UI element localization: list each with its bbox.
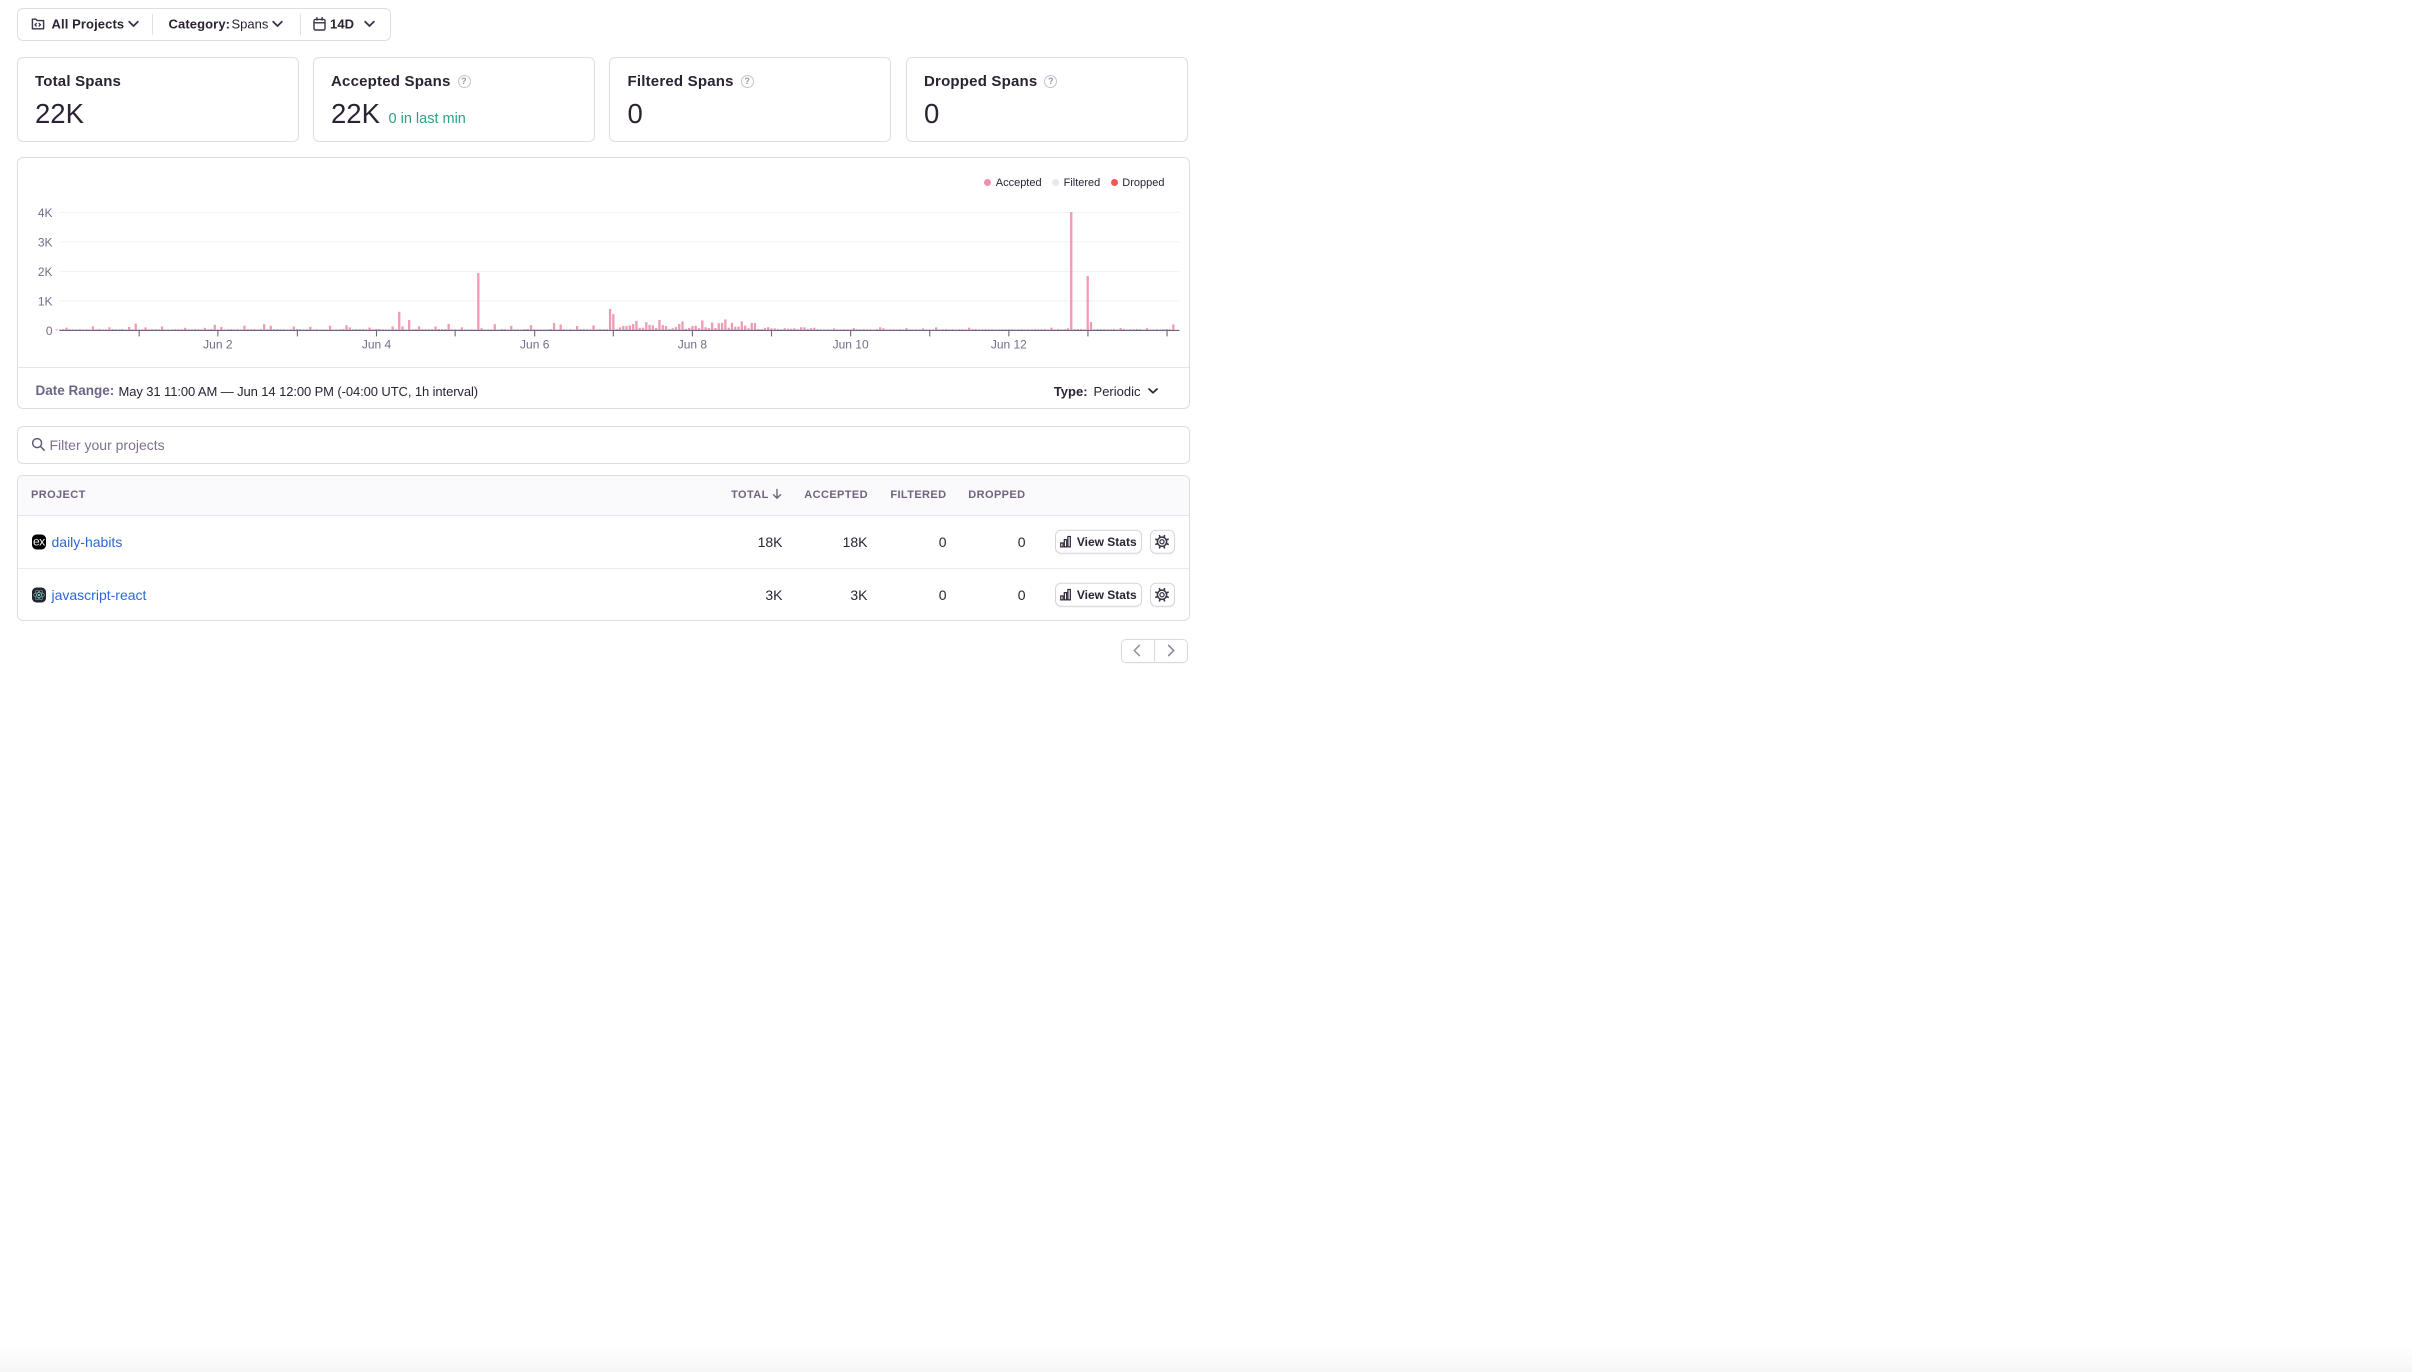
svg-text:Jun 2: Jun 2 xyxy=(203,337,233,351)
svg-text:Jun 12: Jun 12 xyxy=(990,337,1026,351)
svg-text:Jun 10: Jun 10 xyxy=(832,337,868,351)
svg-text:2K: 2K xyxy=(37,264,52,278)
svg-text:0: 0 xyxy=(45,323,52,337)
svg-text:Jun 4: Jun 4 xyxy=(361,337,391,351)
svg-text:1K: 1K xyxy=(37,294,52,308)
svg-text:Jun 6: Jun 6 xyxy=(520,337,550,351)
svg-text:Jun 8: Jun 8 xyxy=(677,337,707,351)
svg-text:4K: 4K xyxy=(37,205,52,219)
svg-text:3K: 3K xyxy=(37,235,52,249)
